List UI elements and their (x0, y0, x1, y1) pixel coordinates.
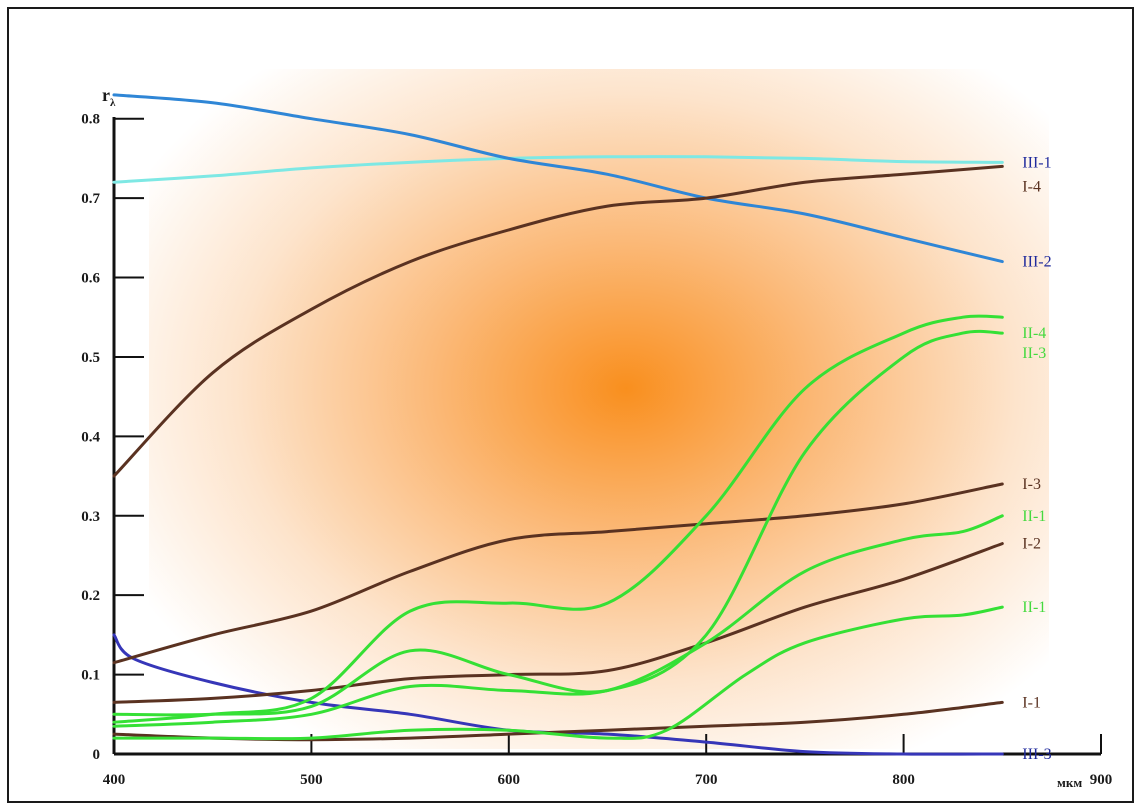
x-tick-label: 700 (695, 772, 718, 788)
y-axis-label: rλ (102, 85, 116, 109)
series-line-ii-1-10 (112, 605, 1004, 741)
series-line-iii-1-0 (112, 155, 1004, 184)
y-tick-label: 0.2 (81, 588, 100, 604)
y-tick-label: 0.5 (81, 350, 100, 366)
reflectance-chart: 0 0.1 0.2 0.3 0.4 0.5 0.6 0.7 0.8 400 500 600 700 800… (81, 69, 1112, 790)
x-tick-label: 400 (103, 772, 126, 788)
axes: 0 0.1 0.2 0.3 0.4 0.5 0.6 0.7 0.8 400 500 600 700 800… (81, 112, 1112, 788)
series-label: III-2 (1022, 254, 1051, 271)
series-labels: III-1 III-2 III-3 I-4 I-3 I-2 I-1 II-4 II-3 II-1 I… (1022, 154, 1051, 763)
series-label: II-1 (1022, 508, 1046, 525)
series-line-iii-2-1 (112, 93, 1004, 264)
series-label: II-1 (1022, 599, 1046, 616)
series-label: I-3 (1022, 476, 1041, 493)
x-axis-unit: мкм (1057, 775, 1082, 790)
data-lines (112, 93, 1004, 756)
plot-background (149, 69, 1049, 749)
y-tick-label: 0 (93, 747, 101, 763)
series-label: I-4 (1022, 178, 1041, 195)
y-axis-label-subscript: λ (110, 97, 116, 109)
series-line-i-3-4 (112, 482, 1004, 665)
series-line-ii-3-8 (112, 314, 1004, 724)
series-label: III-3 (1022, 746, 1051, 763)
y-tick-label: 0.8 (81, 112, 100, 128)
y-tick-label: 0.6 (81, 271, 100, 287)
x-tick-label: 500 (300, 772, 323, 788)
y-tick-label: 0.1 (81, 668, 100, 684)
series-label: II-3 (1022, 345, 1046, 362)
series-line-i-4-3 (112, 164, 1004, 478)
y-tick-label: 0.3 (81, 509, 100, 525)
x-tick-label: 900 (1090, 772, 1113, 788)
series-line-i-2-5 (112, 542, 1004, 704)
x-tick-label: 600 (498, 772, 521, 788)
x-tick-label: 800 (892, 772, 915, 788)
series-line-ii-1-9 (112, 514, 1004, 728)
y-tick-label: 0.4 (81, 429, 100, 445)
series-label: I-2 (1022, 536, 1041, 553)
series-label: III-1 (1022, 154, 1051, 171)
y-tick-label: 0.7 (81, 191, 100, 207)
chart-frame: 0 0.1 0.2 0.3 0.4 0.5 0.6 0.7 0.8 400 500 600 700 800… (7, 7, 1134, 803)
series-label: II-4 (1022, 325, 1046, 342)
series-label: I-1 (1022, 694, 1041, 711)
